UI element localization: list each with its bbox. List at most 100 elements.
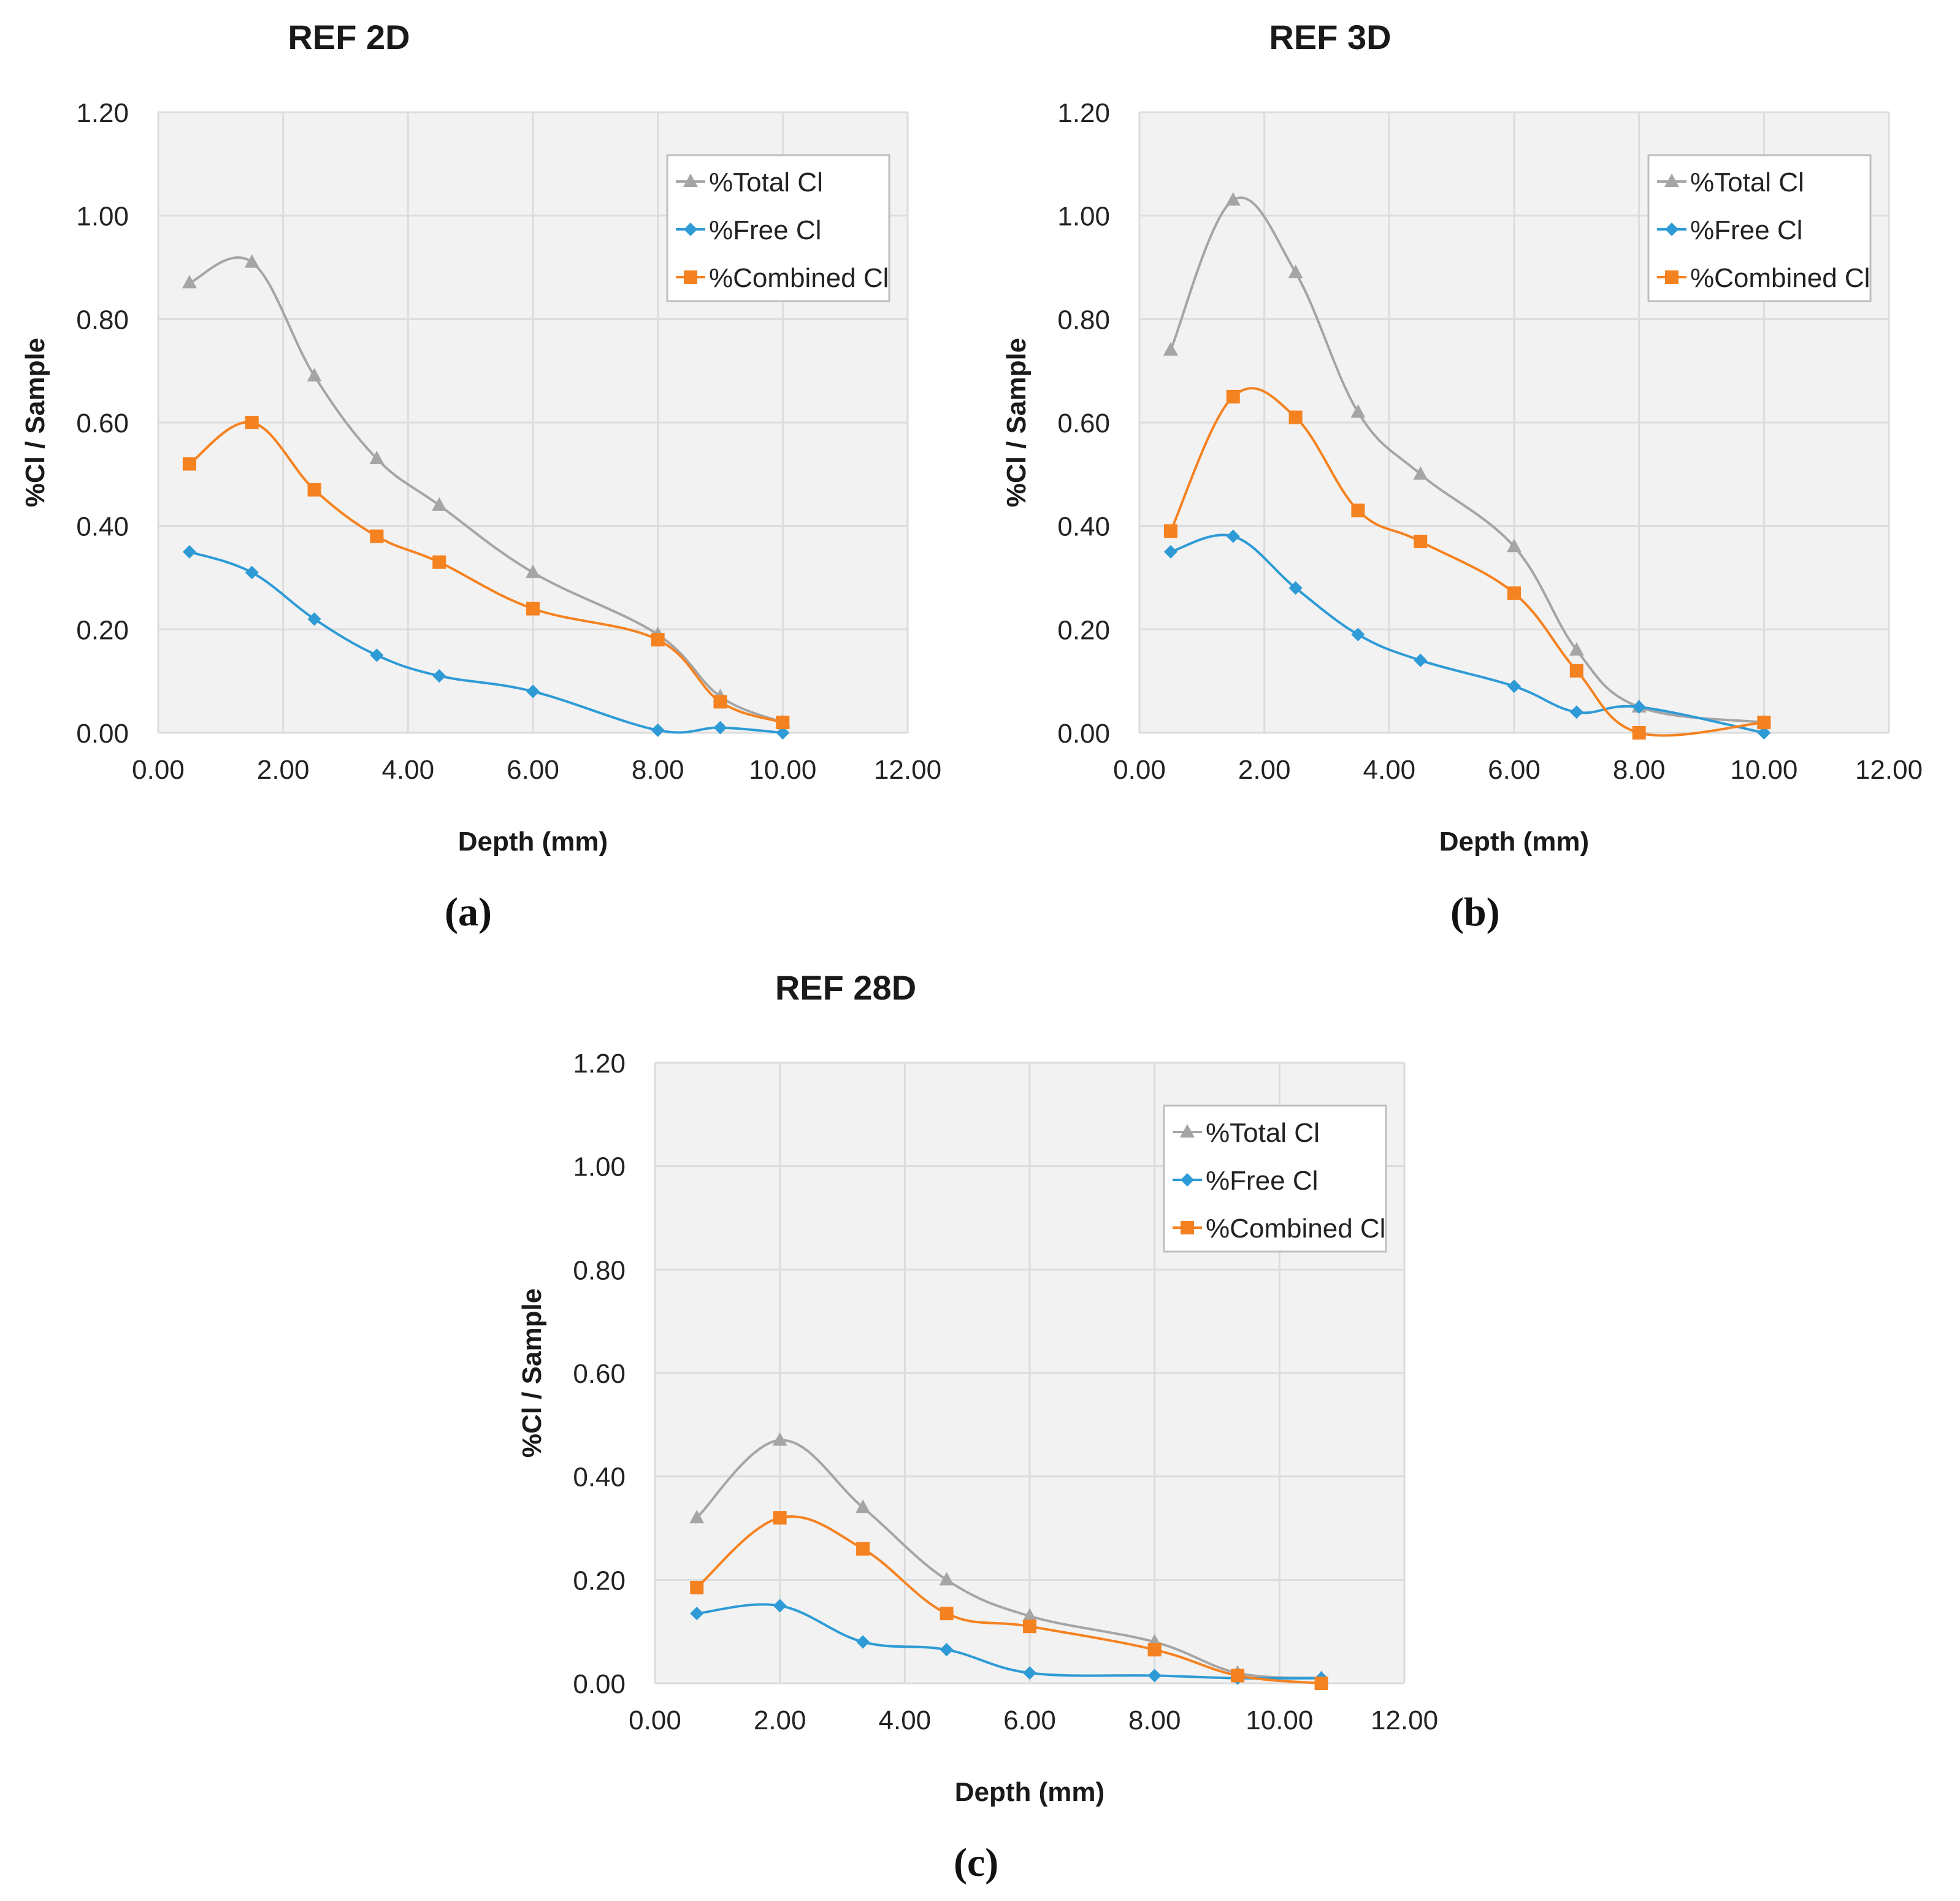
ref-3d-legend-marker	[1664, 174, 1679, 187]
ref-28d-ytick-label: 1.00	[573, 1152, 626, 1182]
ref-3d-data-point	[1225, 192, 1241, 206]
ref-28d-legend: %Total Cl %Free Cl %Combined Cl	[1163, 1104, 1387, 1253]
ref-3d-legend-marker	[1665, 270, 1679, 284]
ref-28d-data-point	[1231, 1669, 1245, 1683]
ref-3d-data-point	[1507, 679, 1521, 694]
chart-ref-2d: REF 2D 0.00 2.00 4.00 6.00 8.00 10.00 12.00 0.00…	[20, 18, 941, 857]
ref-28d-ytick-label: 0.20	[573, 1566, 626, 1596]
ref-3d-data-point	[1632, 700, 1646, 714]
ref-28d-legend-label: %Free Cl	[1206, 1166, 1318, 1196]
ref-28d-xtick-label: 12.00	[1371, 1705, 1438, 1735]
ref-28d-data-point	[940, 1643, 954, 1657]
ref-3d-legend-label: %Free Cl	[1690, 215, 1802, 245]
ref-2d-data-point	[182, 275, 197, 289]
ref-28d-series-line	[697, 1603, 1322, 1680]
ref-2d-data-point	[307, 612, 321, 626]
ref-2d-series-2	[182, 416, 790, 730]
ref-3d-xtick-label: 6.00	[1488, 755, 1541, 785]
ref-28d-legend-marker	[1180, 1124, 1195, 1138]
ref-3d-data-point	[1351, 503, 1365, 518]
ref-3d-data-point	[1507, 586, 1521, 600]
ref-28d-data-point	[689, 1510, 705, 1524]
ref-28d-data-point	[773, 1511, 787, 1525]
ref-2d-data-point	[307, 368, 322, 382]
ref-3d-series-line	[1169, 196, 1764, 724]
ref-28d-ytick-label: 0.00	[573, 1669, 626, 1699]
ref-2d-data-point	[526, 684, 540, 698]
ref-3d-data-point	[1507, 538, 1522, 553]
ref-3d-xtick-label: 0.00	[1113, 755, 1166, 785]
ref-2d-data-point	[776, 716, 790, 730]
ref-2d-x-axis-label: Depth (mm)	[458, 827, 608, 857]
ref-3d-ytick-label: 0.20	[1057, 615, 1110, 645]
ref-28d-data-point	[1147, 1669, 1162, 1683]
ref-2d-ytick-label: 0.60	[76, 408, 129, 438]
ref-2d-xtick-label: 0.00	[132, 755, 185, 785]
ref-28d-legend-marker	[1181, 1173, 1194, 1187]
ref-28d-legend-label: %Combined Cl	[1206, 1214, 1385, 1244]
ref-28d-data-point	[1023, 1666, 1036, 1680]
ref-2d-data-point	[432, 555, 446, 569]
ref-3d-legend: %Total Cl %Free Cl %Combined Cl	[1647, 154, 1872, 302]
ref-3d-ytick-label: 0.60	[1057, 408, 1110, 438]
ref-3d-y-axis-label: %Cl / Sample	[1001, 338, 1032, 507]
ref-2d-ytick-label: 0.20	[76, 615, 129, 645]
ref-2d-ytick-label: 1.20	[76, 98, 129, 128]
ref-2d-data-point	[432, 669, 446, 683]
ref-28d-data-point	[1314, 1677, 1328, 1690]
ref-2d-data-point	[713, 695, 727, 709]
ref-28d-data-point	[690, 1580, 704, 1594]
ref-2d-series-line	[188, 421, 783, 724]
ref-28d-data-point	[856, 1635, 870, 1649]
ref-28d-data-point	[1147, 1643, 1162, 1657]
ref-3d-ytick-label: 1.20	[1057, 98, 1110, 128]
ref-28d-data-point	[690, 1607, 704, 1621]
ref-2d-data-point	[245, 565, 259, 579]
ref-2d-series-line	[189, 550, 783, 734]
ref-3d-data-point	[1350, 404, 1366, 418]
ref-2d-legend: %Total Cl %Free Cl %Combined Cl	[666, 154, 890, 302]
ref-2d-data-point	[526, 564, 540, 578]
ref-3d-xtick-label: 12.00	[1855, 755, 1923, 785]
ref-3d-data-point	[1226, 389, 1240, 404]
ref-3d-data-point	[1569, 642, 1584, 656]
ref-28d-data-point	[1023, 1620, 1036, 1634]
chart-ref-28d: REF 28D 0.00 2.00 4.00 6.00 8.00 10.00 12.00 0.0…	[517, 968, 1438, 1807]
ref-28d-data-point	[772, 1432, 787, 1446]
ref-28d-data-point	[856, 1542, 870, 1556]
ref-28d-series-2	[690, 1511, 1328, 1690]
panel-label-a: (a)	[445, 890, 492, 935]
ref-2d-xtick-label: 12.00	[874, 755, 941, 785]
ref-3d-data-point	[1288, 410, 1303, 424]
ref-3d-xtick-label: 10.00	[1730, 755, 1797, 785]
ref-2d-ytick-label: 1.00	[76, 202, 129, 232]
ref-3d-data-point	[1569, 705, 1583, 719]
panel-label-c: (c)	[954, 1840, 999, 1885]
ref-3d-ytick-label: 0.40	[1057, 512, 1110, 542]
ref-28d-data-point	[856, 1499, 871, 1513]
ref-28d-y-axis-label: %Cl / Sample	[517, 1288, 547, 1458]
ref-2d-data-point	[432, 497, 447, 511]
ref-3d-series-2	[1163, 387, 1771, 740]
ref-28d-legend-label: %Total Cl	[1206, 1118, 1320, 1148]
ref-3d-data-point	[1632, 726, 1646, 740]
ref-3d-ytick-label: 0.80	[1057, 305, 1110, 335]
ref-3d-data-point	[1351, 627, 1365, 641]
ref-3d-legend-label: %Combined Cl	[1690, 263, 1870, 293]
ref-2d-xtick-label: 10.00	[749, 755, 816, 785]
ref-2d-legend-marker	[684, 223, 697, 236]
ref-3d-ytick-label: 0.00	[1057, 719, 1110, 749]
ref-3d-xtick-label: 8.00	[1613, 755, 1666, 785]
ref-3d-data-point	[1414, 534, 1428, 548]
ref-28d-xtick-label: 6.00	[1003, 1705, 1056, 1735]
ref-3d-data-point	[1569, 664, 1583, 678]
ref-2d-data-point	[370, 648, 384, 662]
ref-2d-ytick-label: 0.40	[76, 512, 129, 542]
ref-2d-legend-marker	[683, 174, 698, 187]
ref-2d-legend-marker	[684, 270, 697, 284]
ref-28d-ytick-label: 0.80	[573, 1255, 626, 1285]
ref-3d-data-point	[1757, 726, 1771, 740]
ref-2d-xtick-label: 4.00	[382, 755, 435, 785]
ref-2d-legend-label: %Combined Cl	[709, 263, 889, 293]
ref-3d-data-point	[1163, 545, 1177, 559]
